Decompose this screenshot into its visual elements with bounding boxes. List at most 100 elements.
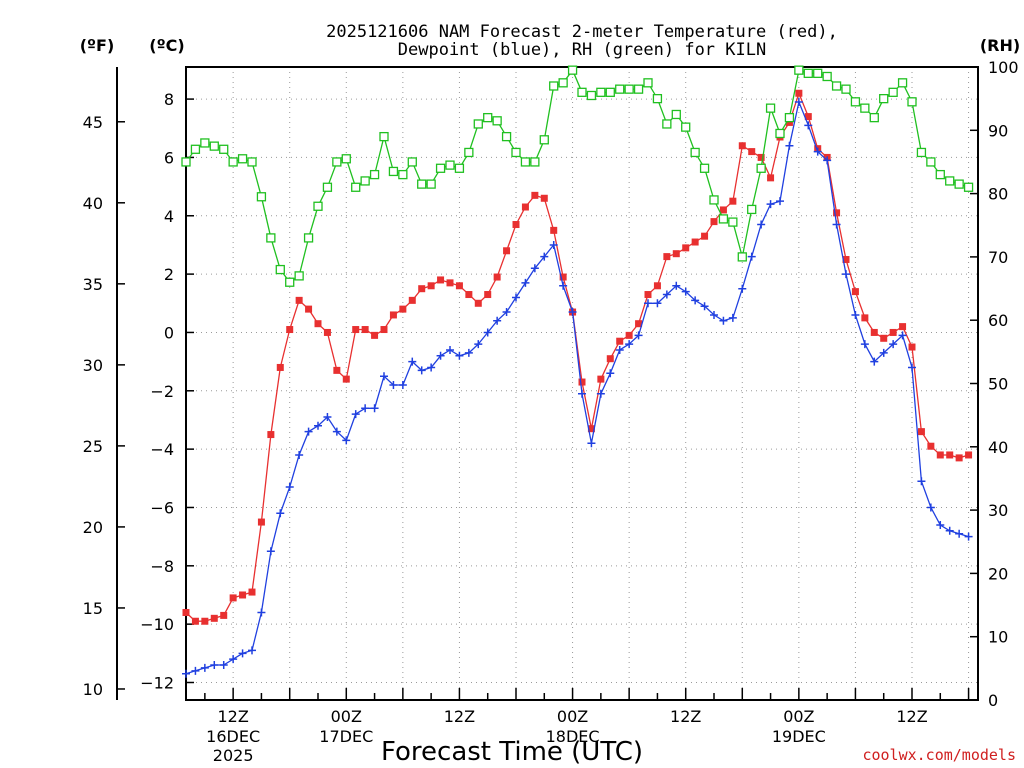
rh-point bbox=[303, 233, 314, 243]
rh-point bbox=[794, 65, 804, 75]
rh-point bbox=[256, 192, 267, 202]
time-tick-label: 12Z bbox=[896, 707, 927, 726]
temperature-point bbox=[870, 328, 878, 336]
rh-point bbox=[454, 163, 465, 173]
dewpoint-point bbox=[719, 316, 728, 325]
dewpoint-point bbox=[700, 302, 709, 311]
dewpoint-point bbox=[408, 357, 417, 366]
temperature-point bbox=[861, 314, 869, 322]
celsius-tick-label: −2 bbox=[150, 382, 174, 401]
dewpoint-point bbox=[634, 331, 643, 340]
rh-point bbox=[652, 94, 663, 104]
dewpoint-point bbox=[644, 299, 652, 308]
dewpoint-point bbox=[596, 389, 605, 398]
rh-point bbox=[209, 141, 219, 151]
temperature-point bbox=[965, 451, 973, 459]
rh-point bbox=[351, 182, 361, 192]
temperature-point bbox=[710, 218, 718, 226]
dewpoint-point bbox=[691, 296, 700, 305]
temperature-point bbox=[352, 326, 360, 334]
dewpoint-point bbox=[728, 313, 737, 322]
time-tick-label: 12Z bbox=[670, 707, 701, 726]
rh-point bbox=[897, 78, 908, 88]
date-tick-label: 18DEC bbox=[546, 727, 600, 746]
rh-point bbox=[605, 87, 615, 97]
rh-tick-label: 90 bbox=[988, 121, 1008, 140]
rh-point bbox=[963, 182, 974, 192]
rh-point bbox=[313, 201, 323, 211]
temperature-point bbox=[738, 142, 746, 150]
fahrenheit-tick-label: 40 bbox=[83, 194, 103, 213]
temperature-point bbox=[597, 375, 605, 383]
dewpoint-point bbox=[502, 308, 511, 317]
rh-point bbox=[247, 157, 257, 167]
dewpoint-point bbox=[323, 413, 332, 422]
fahrenheit-tick-label: 45 bbox=[83, 113, 103, 132]
dewpoint-point bbox=[804, 121, 813, 130]
dewpoint-point bbox=[398, 380, 407, 389]
dewpoint-point bbox=[474, 340, 483, 349]
chart-title-line-2: Dewpoint (blue), RH (green) for KILN bbox=[398, 40, 766, 60]
fahrenheit-tick-label: 35 bbox=[83, 275, 103, 294]
temperature-point bbox=[389, 311, 397, 319]
date-tick-label: 17DEC bbox=[319, 727, 373, 746]
temperature-point bbox=[474, 299, 482, 307]
temperature-point bbox=[371, 331, 379, 339]
dewpoint-point bbox=[549, 240, 558, 249]
celsius-unit-label: (ºC) bbox=[149, 36, 184, 55]
rh-point bbox=[831, 81, 842, 91]
dewpoint-point bbox=[747, 252, 756, 261]
dewpoint-point bbox=[662, 290, 671, 299]
dewpoint-point bbox=[361, 404, 370, 413]
dewpoint-line bbox=[185, 99, 969, 675]
axes: 86420−2−4−6−8−10−12454035302520151010090… bbox=[83, 58, 1019, 765]
dewpoint-point bbox=[266, 547, 275, 556]
rh-tick-label: 70 bbox=[988, 248, 1008, 267]
temperature-point bbox=[795, 89, 803, 97]
dewpoint-point bbox=[455, 351, 464, 360]
rh-point bbox=[784, 112, 795, 123]
date-tick-label: 16DEC bbox=[206, 727, 260, 746]
dewpoint-point bbox=[851, 310, 860, 319]
rh-point bbox=[492, 116, 502, 126]
temperature-point bbox=[191, 617, 199, 625]
dewpoint-series bbox=[182, 98, 973, 678]
temperature-point bbox=[239, 591, 247, 599]
rh-point bbox=[388, 166, 399, 177]
rh-point bbox=[869, 112, 879, 123]
dewpoint-point bbox=[332, 427, 341, 436]
temperature-point bbox=[418, 285, 426, 293]
temperature-point bbox=[323, 328, 331, 336]
rh-point bbox=[879, 94, 889, 104]
rh-point bbox=[417, 179, 427, 189]
dewpoint-point bbox=[219, 660, 228, 669]
rh-point bbox=[718, 214, 729, 224]
temperature-point bbox=[842, 256, 850, 264]
rh-point bbox=[369, 169, 380, 180]
rh-point bbox=[237, 154, 248, 164]
rh-point bbox=[558, 78, 568, 88]
dewpoint-point bbox=[898, 331, 907, 340]
chart-title-line-1: 2025121606 NAM Forecast 2-meter Temperat… bbox=[326, 22, 838, 42]
temperature-point bbox=[182, 608, 190, 616]
dewpoint-point bbox=[229, 655, 238, 664]
rh-point bbox=[266, 233, 276, 243]
dewpoint-point bbox=[578, 389, 586, 398]
celsius-tick-label: −10 bbox=[140, 615, 174, 634]
temperature-point bbox=[889, 328, 897, 336]
rh-point bbox=[219, 144, 229, 154]
temperature-point bbox=[757, 153, 765, 161]
temperature-point bbox=[455, 282, 463, 290]
rh-tick-label: 80 bbox=[988, 185, 1008, 204]
dewpoint-point bbox=[936, 520, 945, 529]
temperature-point bbox=[521, 203, 529, 211]
rh-point bbox=[756, 163, 766, 173]
rh-point bbox=[473, 119, 483, 129]
temperature-point bbox=[653, 282, 661, 290]
dewpoint-point bbox=[879, 348, 888, 357]
dewpoint-point bbox=[304, 427, 313, 436]
temperature-point bbox=[635, 320, 643, 328]
dewpoint-point bbox=[860, 340, 869, 349]
dewpoint-point bbox=[370, 404, 379, 413]
